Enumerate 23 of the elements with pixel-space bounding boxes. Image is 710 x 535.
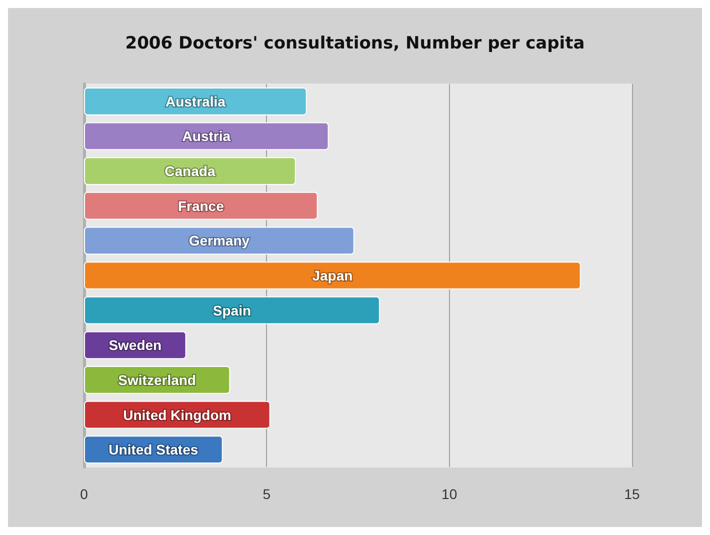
x-tick-label: 5 (262, 486, 271, 502)
y-tick-label: Spain (212, 302, 252, 318)
bar (84, 262, 581, 290)
x-tick-label: 15 (624, 486, 640, 502)
y-tick-label: United Kingdom (123, 406, 232, 423)
chart-title: 2006 Doctors' consultations, Number per capita (125, 34, 585, 54)
bar (84, 157, 296, 185)
bar (84, 296, 380, 324)
y-tick-label: Sweden (108, 337, 162, 354)
y-tick-label: United States (108, 442, 198, 458)
y-tick-label: Canada (164, 163, 216, 180)
bar (84, 122, 329, 150)
bar (84, 192, 318, 220)
y-tick-label: Austria (182, 128, 231, 144)
y-tick-label: Switzerland (118, 372, 196, 388)
bar (84, 226, 354, 255)
y-tick-label: Germany (188, 232, 250, 249)
y-tick-label: Japan (312, 268, 353, 284)
x-tick-label: 10 (442, 486, 458, 502)
bar (84, 87, 307, 116)
y-tick-label: France (178, 198, 224, 214)
y-tick-label: Australia (165, 93, 226, 110)
x-tick-label: 0 (80, 486, 88, 502)
